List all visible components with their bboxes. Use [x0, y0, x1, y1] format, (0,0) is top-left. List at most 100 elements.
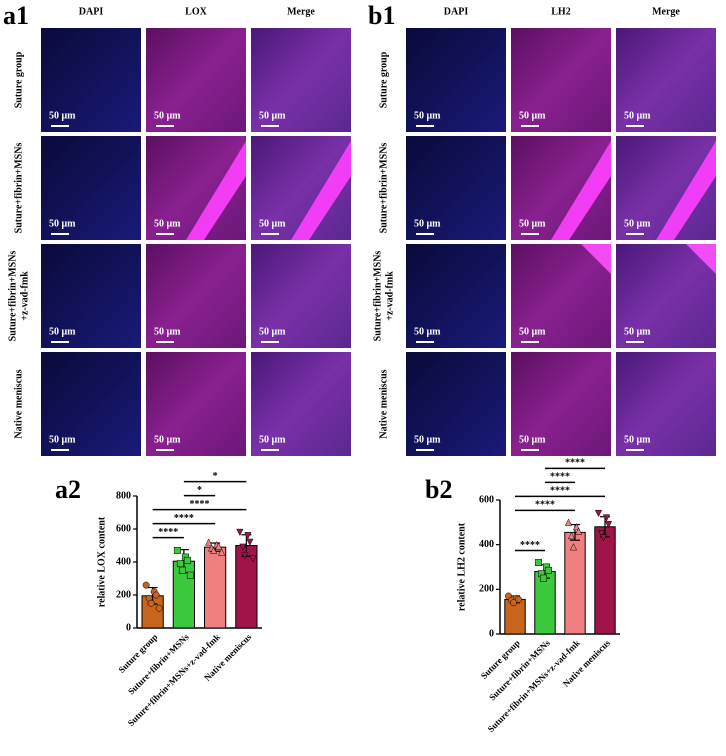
bar — [594, 526, 616, 635]
micrograph — [616, 244, 716, 348]
significance-label: **** — [520, 540, 540, 551]
scale-bar-label: 50 μm — [259, 434, 286, 445]
bar — [204, 546, 227, 629]
data-point — [540, 574, 547, 582]
significance-label: **** — [550, 486, 570, 497]
micrograph — [251, 244, 351, 348]
data-point — [176, 560, 184, 568]
data-point — [249, 555, 257, 563]
y-axis-label: relative LOX content — [96, 516, 107, 607]
micrograph — [146, 352, 246, 456]
micrograph — [511, 352, 611, 456]
scale-bar-label: 50 μm — [414, 218, 441, 229]
scale-bar-label: 50 μm — [624, 434, 651, 445]
data-point — [183, 556, 191, 564]
column-header: DAPI — [79, 6, 104, 17]
y-tick-label: 600 — [479, 494, 494, 505]
micrograph — [511, 244, 611, 348]
stain-streak — [656, 141, 716, 240]
scale-bar-label: 50 μm — [259, 218, 286, 229]
data-point — [602, 514, 611, 522]
stain-streak — [581, 244, 611, 274]
scale-bar-label: 50 μm — [414, 434, 441, 445]
data-point — [569, 543, 578, 551]
column-header: Merge — [287, 6, 315, 17]
column-header: DAPI — [444, 6, 469, 17]
row-label: Native meniscus — [13, 369, 24, 438]
data-point — [246, 538, 254, 546]
data-point — [215, 542, 223, 550]
micrograph — [146, 244, 246, 348]
scale-bar-label: 50 μm — [154, 110, 181, 121]
micrograph — [616, 28, 716, 132]
panel-label: a1 — [3, 1, 29, 30]
data-point — [142, 581, 150, 589]
micrograph — [41, 352, 141, 456]
data-point — [210, 546, 218, 554]
y-tick-label: 400 — [116, 556, 131, 567]
column-header: LH2 — [551, 6, 570, 17]
significance-label: * — [197, 485, 202, 496]
significance-label: **** — [550, 472, 570, 483]
scale-bar-label: 50 μm — [154, 218, 181, 229]
data-point — [545, 566, 552, 574]
data-point — [597, 530, 606, 538]
column-header: LOX — [185, 6, 207, 17]
micrograph — [251, 28, 351, 132]
stain-streak — [186, 141, 246, 240]
data-point — [218, 548, 226, 556]
data-point — [604, 521, 613, 529]
data-point — [152, 591, 160, 599]
data-point — [535, 559, 542, 566]
y-tick-label: 200 — [479, 584, 494, 595]
chart-label: b2 — [425, 475, 452, 504]
micrograph — [406, 352, 506, 456]
scale-bar-label: 50 μm — [414, 110, 441, 121]
scale-bar-label: 50 μm — [49, 326, 76, 337]
scale-bar-label: 50 μm — [519, 326, 546, 337]
micrograph — [146, 28, 246, 132]
scale-bar-label: 50 μm — [519, 218, 546, 229]
column-header: Merge — [652, 6, 680, 17]
data-point — [564, 518, 573, 526]
scale-bar-label: 50 μm — [49, 218, 76, 229]
row-label: Suture+fibrin+MSNs — [13, 143, 24, 234]
data-point — [510, 599, 517, 607]
row-label: Suture+fibrin+MSNs — [372, 251, 383, 342]
scale-bar-label: 50 μm — [259, 110, 286, 121]
scale-bar-label: 50 μm — [154, 326, 181, 337]
scale-bar-label: 50 μm — [259, 326, 286, 337]
data-point — [205, 538, 213, 546]
chart-label: a2 — [55, 475, 81, 504]
data-point — [515, 595, 522, 603]
data-point — [147, 599, 155, 607]
scale-bar-label: 50 μm — [414, 326, 441, 337]
data-point — [241, 551, 249, 560]
significance-label: * — [213, 471, 218, 482]
data-point — [594, 509, 603, 518]
micrograph — [251, 352, 351, 456]
micrograph — [616, 352, 716, 456]
row-label: Native meniscus — [378, 369, 389, 438]
significance-label: **** — [174, 513, 194, 524]
data-point — [155, 604, 163, 612]
significance-label: **** — [190, 499, 210, 510]
row-label: +z-vad-fmk — [384, 271, 395, 321]
micrograph — [406, 244, 506, 348]
y-tick-label: 0 — [489, 628, 494, 639]
micrograph — [41, 136, 141, 240]
row-label: Suture group — [13, 51, 24, 108]
data-point — [574, 527, 583, 535]
y-tick-label: 200 — [116, 589, 131, 600]
y-tick-label: 600 — [116, 523, 131, 534]
scale-bar-label: 50 μm — [49, 110, 76, 121]
stain-streak — [686, 244, 716, 274]
micrograph — [41, 244, 141, 348]
row-label: Suture group — [378, 51, 389, 108]
scale-bar-label: 50 μm — [154, 434, 181, 445]
micrograph — [406, 28, 506, 132]
scale-bar-label: 50 μm — [624, 110, 651, 121]
y-tick-label: 800 — [116, 490, 131, 501]
scale-bar-label: 50 μm — [519, 110, 546, 121]
